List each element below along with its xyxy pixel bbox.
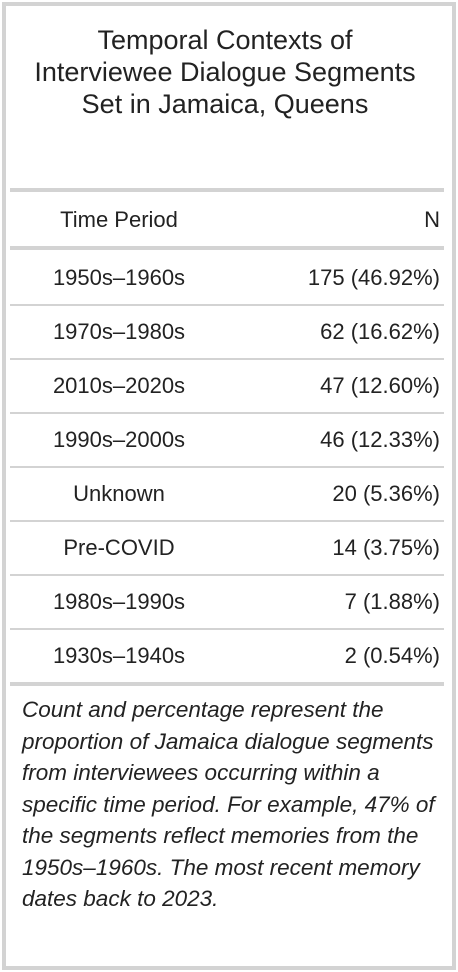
- count-cell: 2 (0.54%): [344, 643, 440, 668]
- count-cell: 175 (46.92%): [307, 265, 440, 290]
- time-period-cell: 1970s–1980s: [52, 319, 186, 344]
- time-period-cell: 1950s–1960s: [52, 265, 186, 290]
- row-divider: [10, 628, 444, 630]
- table-row: 1930s–1940s 2 (0.54%): [14, 630, 440, 682]
- title-divider: [10, 188, 444, 192]
- count-cell: 20 (5.36%): [332, 481, 440, 506]
- header-divider: [10, 246, 444, 250]
- time-period-cell: Pre-COVID: [63, 535, 175, 560]
- row-divider: [10, 358, 444, 360]
- count-cell: 62 (16.62%): [320, 319, 440, 344]
- table-row: Pre-COVID 14 (3.75%): [14, 522, 440, 574]
- row-divider: [10, 574, 444, 576]
- header-row: Time Period N: [14, 194, 440, 246]
- table-row: 2010s–2020s 47 (12.60%): [14, 360, 440, 412]
- row-divider: [10, 466, 444, 468]
- time-period-cell: 1990s–2000s: [52, 427, 186, 452]
- table-row: 1950s–1960s 175 (46.92%): [14, 252, 440, 304]
- time-period-cell: 1980s–1990s: [52, 589, 186, 614]
- column-header-n: N: [424, 207, 440, 232]
- time-period-cell: 2010s–2020s: [52, 373, 186, 398]
- column-header-time-period: Time Period: [60, 207, 178, 232]
- table-row: 1970s–1980s 62 (16.62%): [14, 306, 440, 358]
- table-row: 1980s–1990s 7 (1.88%): [14, 576, 440, 628]
- row-divider: [10, 520, 444, 522]
- time-period-cell: Unknown: [73, 481, 165, 506]
- table-title: Temporal Contexts of Interviewee Dialogu…: [34, 25, 416, 119]
- count-cell: 46 (12.33%): [320, 427, 440, 452]
- row-divider: [10, 304, 444, 306]
- table-row: Unknown 20 (5.36%): [14, 468, 440, 520]
- table-row: 1990s–2000s 46 (12.33%): [14, 414, 440, 466]
- time-period-cell: 1930s–1940s: [52, 643, 186, 668]
- table-footnote: Count and percentage represent the propo…: [22, 697, 435, 911]
- footnote-divider: [10, 682, 444, 686]
- count-cell: 7 (1.88%): [344, 589, 440, 614]
- row-divider: [10, 412, 444, 414]
- count-cell: 14 (3.75%): [332, 535, 440, 560]
- count-cell: 47 (12.60%): [320, 373, 440, 398]
